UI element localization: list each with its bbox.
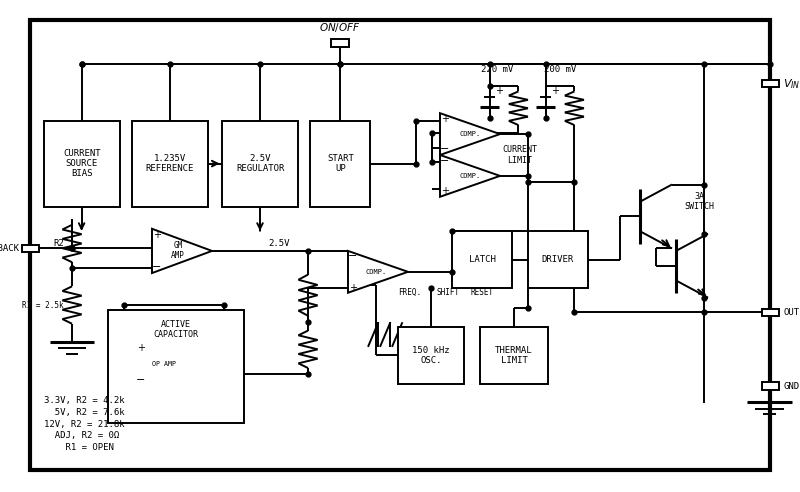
Text: OP AMP: OP AMP xyxy=(152,361,176,367)
Text: OUTPUT: OUTPUT xyxy=(783,308,800,317)
Text: SHIFT: SHIFT xyxy=(436,288,459,297)
Text: COMP.: COMP. xyxy=(459,131,481,137)
Bar xyxy=(331,39,349,47)
Text: +: + xyxy=(441,114,449,124)
Text: −: − xyxy=(136,375,146,385)
Bar xyxy=(762,382,779,390)
Text: FREQ.: FREQ. xyxy=(398,288,422,297)
Polygon shape xyxy=(348,251,408,293)
Text: START
UP: START UP xyxy=(327,154,354,173)
Text: LATCH: LATCH xyxy=(469,255,495,264)
Bar xyxy=(132,121,208,207)
Polygon shape xyxy=(152,229,212,273)
Text: −: − xyxy=(440,144,450,154)
Text: 2.5V
REGULATOR: 2.5V REGULATOR xyxy=(236,154,285,173)
Bar xyxy=(222,121,298,207)
Text: +: + xyxy=(441,186,449,196)
Text: −: − xyxy=(152,262,162,272)
Text: 3A
SWITCH: 3A SWITCH xyxy=(684,192,714,212)
Text: 150 kHz
OSC.: 150 kHz OSC. xyxy=(412,346,450,365)
Text: −: − xyxy=(440,156,450,166)
Text: 200 mV: 200 mV xyxy=(544,65,576,74)
Bar xyxy=(44,121,120,207)
Text: CURRENT
LIMIT: CURRENT LIMIT xyxy=(502,145,538,165)
Bar xyxy=(762,308,779,316)
Text: ACTIVE
CAPACITOR: ACTIVE CAPACITOR xyxy=(154,320,198,339)
Text: CURRENT
SOURCE
BIAS: CURRENT SOURCE BIAS xyxy=(63,149,101,179)
Text: −: − xyxy=(348,251,358,261)
Text: GND: GND xyxy=(783,382,799,391)
Bar xyxy=(762,80,779,88)
Bar xyxy=(108,310,244,423)
Bar xyxy=(22,245,39,252)
Bar xyxy=(528,231,588,288)
Text: +: + xyxy=(551,86,559,96)
Text: 2.5V: 2.5V xyxy=(268,239,290,247)
Text: +: + xyxy=(137,343,145,353)
Polygon shape xyxy=(440,155,500,197)
Text: $V_{IN}$: $V_{IN}$ xyxy=(783,77,800,91)
Text: R2: R2 xyxy=(54,239,64,248)
Bar xyxy=(452,231,512,288)
Polygon shape xyxy=(136,342,196,386)
Text: +: + xyxy=(495,86,503,96)
Text: AMP: AMP xyxy=(171,251,185,260)
Text: THERMAL
LIMIT: THERMAL LIMIT xyxy=(495,346,533,365)
Bar xyxy=(480,327,548,384)
Text: COMP.: COMP. xyxy=(459,173,481,179)
Text: 3.3V, R2 = 4.2k
  5V, R2 = 7.6k
12V, R2 = 21.8k
  ADJ, R2 = 0Ω
    R1 = OPEN: 3.3V, R2 = 4.2k 5V, R2 = 7.6k 12V, R2 = … xyxy=(44,396,125,452)
Text: +: + xyxy=(349,283,357,293)
Text: COMP.: COMP. xyxy=(366,269,387,275)
Text: R1 = 2.5k: R1 = 2.5k xyxy=(22,301,64,309)
Text: FEEDBACK: FEEDBACK xyxy=(0,244,19,253)
Text: $\overline{ON/OFF}$: $\overline{ON/OFF}$ xyxy=(319,20,361,35)
Text: GM: GM xyxy=(174,242,182,250)
Bar xyxy=(310,121,370,207)
Bar xyxy=(398,327,464,384)
Polygon shape xyxy=(440,113,500,155)
Text: 1.235V
REFERENCE: 1.235V REFERENCE xyxy=(146,154,194,173)
Text: 220 mV: 220 mV xyxy=(482,65,514,74)
Text: +: + xyxy=(153,230,161,240)
Text: RESET: RESET xyxy=(470,288,494,297)
Text: DRIVER: DRIVER xyxy=(542,255,574,264)
